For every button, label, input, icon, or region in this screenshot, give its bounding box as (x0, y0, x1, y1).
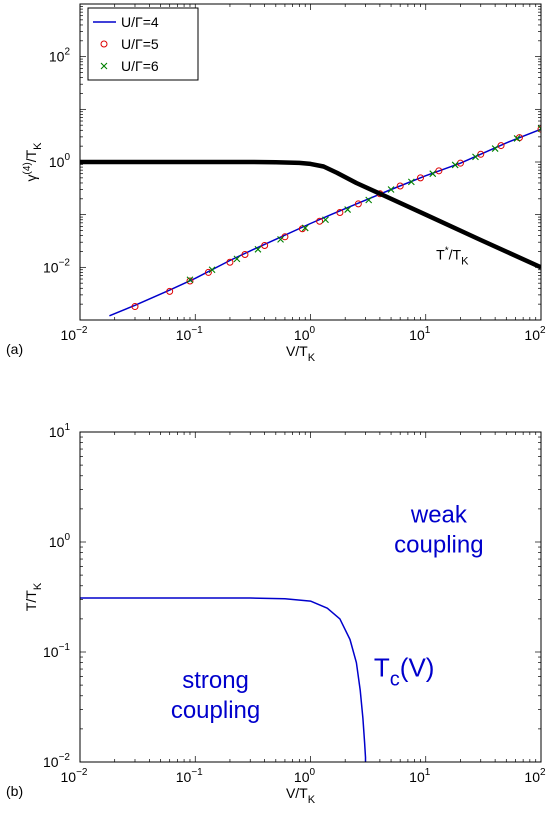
y-tick-label: 10−2 (43, 752, 70, 770)
data-point (365, 196, 373, 204)
data-point (322, 216, 329, 224)
plot-area (80, 597, 367, 762)
y-tick-label: 100 (49, 532, 71, 550)
x-tick-label: 100 (294, 767, 316, 785)
data-point (429, 170, 437, 178)
data-point (344, 206, 352, 213)
x-tick-label: 10−2 (61, 767, 88, 785)
tick-marks (79, 432, 541, 763)
data-point (537, 125, 541, 133)
data-point (261, 241, 269, 249)
axes-frame (79, 3, 542, 321)
x-tick-label: 101 (409, 325, 431, 343)
data-point (301, 224, 309, 232)
data-point (233, 255, 241, 263)
data-point (451, 161, 459, 169)
plot-area (80, 125, 541, 317)
data-point (336, 208, 344, 216)
y-tick-label: 101 (49, 422, 71, 440)
x-tick-label: 102 (524, 767, 546, 785)
series-0 (80, 597, 367, 762)
axes-frame (79, 431, 542, 763)
y-axis-label: γ(4)/TK (22, 142, 44, 182)
panel-label: (a) (6, 341, 23, 357)
annotation-text: coupling (171, 697, 260, 724)
series-line (109, 128, 541, 317)
x-tick-label: 10−1 (176, 767, 203, 785)
data-point (281, 233, 289, 241)
x-tick-label: 100 (294, 325, 316, 343)
chart-panel-a: 10−2 10−1 100 101 102 10−2 100 102 V/TK γ(4)/TK (a… (6, 3, 546, 364)
data-point (186, 277, 194, 285)
series-line (80, 159, 541, 270)
data-point (316, 217, 324, 225)
panel-label: (b) (6, 783, 23, 799)
data-point (491, 145, 499, 152)
chart-panel-b: 10−2 10−1 100 101 102 10−2 10−1 100 101 V/TK T/TK (… (6, 422, 546, 806)
data-point (472, 153, 479, 161)
legend-swatch (100, 40, 108, 48)
x-tick-label: 102 (524, 325, 546, 343)
annotation-text: Tc(V) (374, 652, 435, 690)
annotation-text: coupling (394, 532, 483, 559)
data-point (396, 182, 404, 190)
x-axis-label: V/TK (286, 343, 316, 364)
series-line (80, 597, 367, 762)
x-tick-label: 101 (409, 767, 431, 785)
legend-label: U/Γ=5 (121, 36, 159, 52)
series-0 (109, 128, 541, 317)
legend-label: U/Γ=6 (121, 58, 159, 74)
data-point (254, 245, 262, 253)
series-2 (186, 125, 541, 284)
data-point (354, 200, 362, 208)
legend-label: U/Γ=4 (121, 14, 159, 30)
y-tick-label: 10−2 (43, 257, 70, 275)
y-axis-label: T/TK (23, 582, 44, 611)
annotation-text: weak (410, 502, 468, 529)
data-point (407, 178, 415, 186)
data-point (513, 135, 521, 142)
data-point (166, 287, 174, 295)
data-point (186, 276, 194, 284)
annotation-text: T*/TK (436, 246, 469, 268)
data-point (226, 258, 234, 266)
annotation-text: strong (182, 667, 249, 694)
data-point (131, 303, 139, 311)
y-tick-label: 100 (49, 152, 71, 170)
y-tick-label: 10−1 (43, 642, 70, 660)
y-tick-label: 102 (49, 47, 71, 65)
data-point (416, 174, 424, 182)
data-point (387, 186, 395, 193)
x-tick-label: 10−2 (61, 325, 88, 343)
data-point (204, 268, 212, 276)
data-point (241, 251, 249, 259)
x-axis-label: V/TK (286, 785, 316, 806)
data-point (208, 266, 216, 274)
x-tick-label: 10−1 (176, 325, 203, 343)
legend: U/Γ=4 U/Γ=5 U/Γ=6 (87, 7, 199, 81)
series-3 (80, 159, 541, 270)
data-point (277, 235, 284, 243)
data-point (537, 125, 541, 133)
legend-swatch (100, 62, 108, 70)
